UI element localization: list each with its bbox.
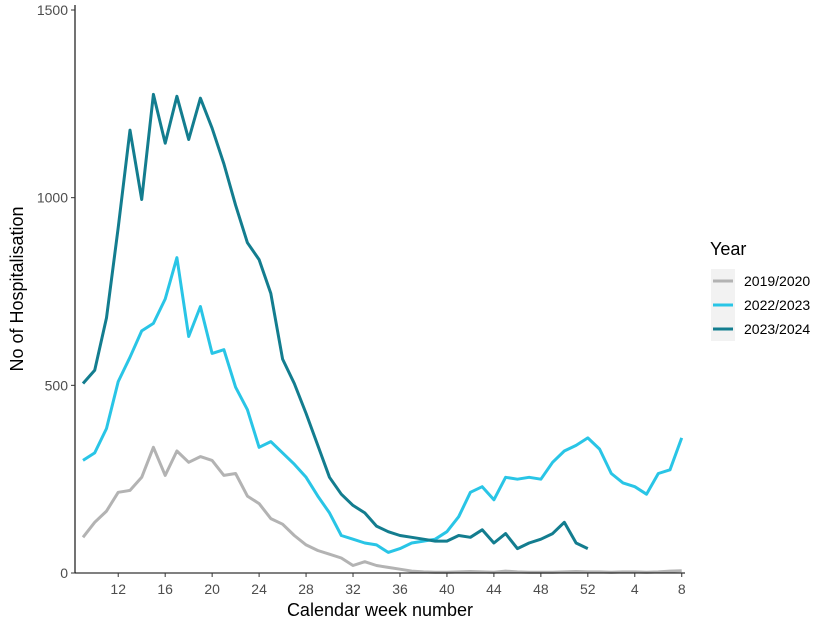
x-tick-label: 40 xyxy=(439,581,455,597)
y-tick-label: 500 xyxy=(45,377,69,393)
series-line-2023-2024 xyxy=(81,92,589,551)
x-tick-label: 28 xyxy=(298,581,314,597)
y-axis-title: No of Hospitalisation xyxy=(7,206,27,371)
y-tick-label: 1000 xyxy=(37,190,68,206)
x-tick-label: 20 xyxy=(204,581,220,597)
legend-label: 2023/2024 xyxy=(744,321,810,337)
x-tick-label: 8 xyxy=(678,581,686,597)
x-tick-label: 32 xyxy=(345,581,361,597)
series-line-2019-2020 xyxy=(81,445,682,574)
x-axis-title: Calendar week number xyxy=(287,600,473,620)
legend-label: 2019/2020 xyxy=(744,273,810,289)
x-tick-label: 36 xyxy=(392,581,408,597)
x-tick-label: 44 xyxy=(486,581,502,597)
x-tick-label: 52 xyxy=(580,581,596,597)
y-tick-label: 0 xyxy=(60,565,68,581)
legend-label: 2022/2023 xyxy=(744,297,810,313)
x-tick-label: 4 xyxy=(631,581,639,597)
x-tick-label: 16 xyxy=(157,581,173,597)
x-tick-label: 12 xyxy=(110,581,126,597)
y-axis-ticks: 0 500 1000 1500 xyxy=(37,2,75,581)
x-tick-label: 48 xyxy=(533,581,549,597)
series-layer xyxy=(81,92,684,574)
legend-items: 2019/2020 2022/2023 2023/2024 xyxy=(711,269,810,341)
legend-title: Year xyxy=(710,239,746,259)
x-axis-ticks: 12 16 20 24 28 32 36 40 44 48 52 4 8 xyxy=(110,573,686,597)
series-line-2022-2023 xyxy=(82,256,684,554)
x-tick-label: 24 xyxy=(251,581,267,597)
legend: Year 2019/2020 2022/2023 2023/2024 xyxy=(710,239,810,341)
y-tick-label: 1500 xyxy=(37,2,68,18)
